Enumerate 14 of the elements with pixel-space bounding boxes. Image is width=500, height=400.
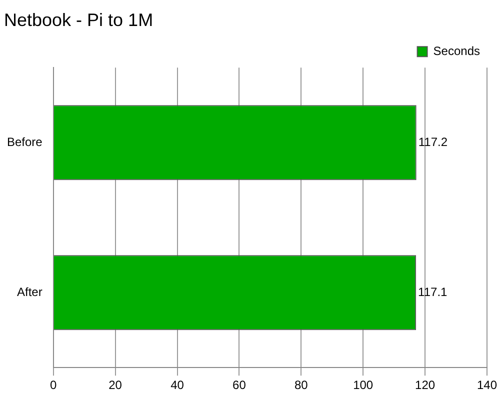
data-label: 117.1	[418, 284, 448, 299]
legend-label: Seconds	[433, 44, 480, 58]
data-label: 117.2	[418, 134, 448, 149]
x-tick-label: 20	[108, 378, 122, 392]
x-tick-label: 100	[353, 378, 374, 392]
x-tick-label: 40	[170, 378, 184, 392]
y-tick-label: Before	[6, 134, 43, 149]
x-tick-label: 80	[294, 378, 308, 392]
x-tick-label: 60	[232, 378, 246, 392]
y-tick-label: After	[17, 284, 42, 299]
chart-title: Netbook - Pi to 1M	[4, 10, 154, 30]
x-tick-label: 140	[476, 378, 498, 392]
x-tick-label: 120	[415, 378, 436, 392]
x-tick-label: 0	[50, 378, 58, 392]
